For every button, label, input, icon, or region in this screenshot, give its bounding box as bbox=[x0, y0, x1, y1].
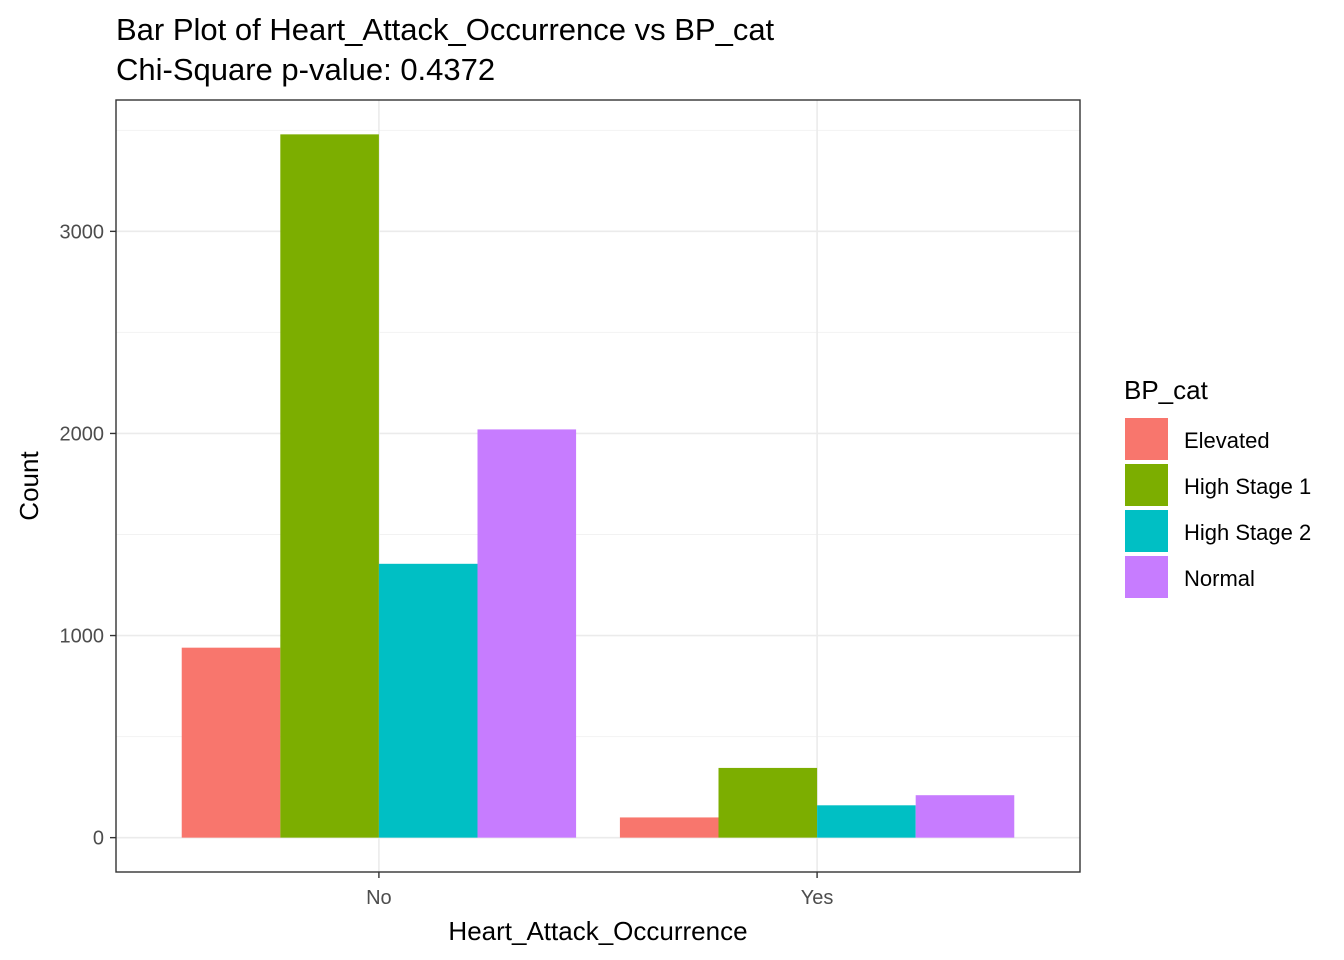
legend-key-high-stage-2 bbox=[1125, 510, 1168, 552]
x-tick-label: No bbox=[366, 887, 392, 909]
legend-title: BP_cat bbox=[1124, 375, 1209, 405]
bars bbox=[181, 134, 1015, 838]
y-tick-label: 3000 bbox=[60, 221, 105, 243]
bar-no-high-stage-2 bbox=[378, 563, 478, 838]
panel-border bbox=[115, 99, 1081, 873]
legend-label: Elevated bbox=[1184, 428, 1270, 453]
bar-no-normal bbox=[477, 429, 577, 838]
y-tick-label: 1000 bbox=[60, 626, 105, 648]
bar-yes-high-stage-1 bbox=[718, 767, 818, 838]
legend-label: High Stage 2 bbox=[1184, 520, 1311, 545]
legend-label: Normal bbox=[1184, 566, 1255, 591]
chart-subtitle: Chi-Square p-value: 0.4372 bbox=[116, 52, 496, 87]
bar-no-high-stage-1 bbox=[280, 134, 379, 838]
legend-key-elevated bbox=[1125, 418, 1168, 460]
legend-label: High Stage 1 bbox=[1184, 474, 1311, 499]
y-tick-label: 0 bbox=[93, 828, 104, 850]
legend: BP_cat Elevated High Stage 1 High Stage 2 N… bbox=[1124, 375, 1311, 598]
x-tick-label: Yes bbox=[801, 887, 834, 909]
y-axis-title: Count bbox=[14, 451, 44, 521]
bar-yes-high-stage-2 bbox=[817, 805, 916, 838]
bar-no-elevated bbox=[181, 647, 281, 838]
x-axis-title: Heart_Attack_Occurrence bbox=[448, 916, 747, 946]
bar-yes-elevated bbox=[619, 817, 719, 838]
axes: 0 1000 2000 3000 No Yes bbox=[60, 221, 834, 909]
bar-yes-normal bbox=[915, 795, 1015, 838]
chart-title: Bar Plot of Heart_Attack_Occurrence vs B… bbox=[116, 12, 775, 47]
legend-key-normal bbox=[1125, 556, 1168, 598]
y-tick-label: 2000 bbox=[60, 423, 105, 445]
legend-key-high-stage-1 bbox=[1125, 464, 1168, 506]
